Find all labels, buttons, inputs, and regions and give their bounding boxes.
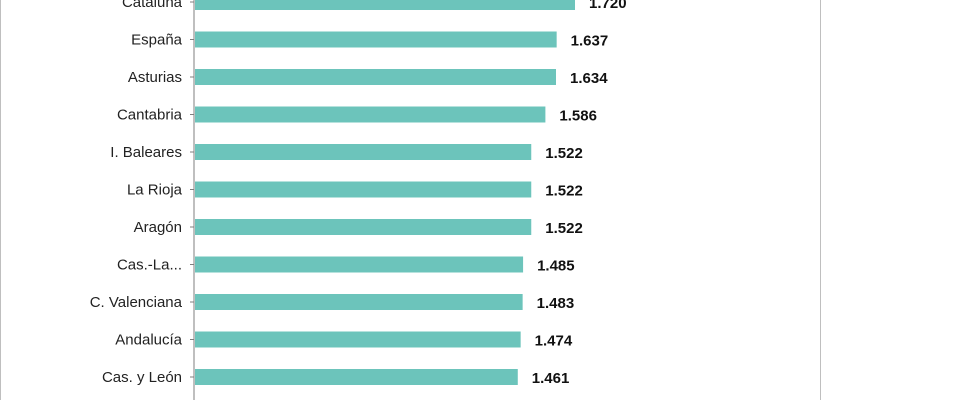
value-label: 1.483 [537, 295, 575, 312]
bar [195, 331, 521, 348]
bar [195, 144, 532, 160]
category-label: Andalucía [115, 332, 182, 349]
value-label: 1.485 [537, 258, 575, 275]
category-label: Aragón [134, 219, 182, 236]
category-label: España [131, 32, 183, 49]
bar [195, 369, 518, 385]
category-label: Cataluña [122, 0, 183, 11]
bar [195, 106, 546, 123]
bar [195, 219, 532, 235]
bar [195, 69, 556, 85]
value-label: 1.522 [545, 220, 583, 237]
bar [195, 256, 524, 273]
value-label: 1.634 [570, 70, 608, 87]
value-label: 1.586 [559, 108, 597, 125]
value-label: 1.461 [532, 370, 570, 387]
value-label: 1.522 [545, 183, 583, 200]
bar [195, 0, 575, 10]
category-label: I. Baleares [110, 144, 182, 161]
category-label: Cas.-La... [117, 257, 182, 274]
value-label: 1.474 [535, 333, 573, 350]
category-label: C. Valenciana [90, 294, 183, 311]
plot-frame [0, 0, 821, 400]
bar [195, 31, 557, 48]
category-label: Cantabria [117, 107, 183, 124]
bar [195, 181, 532, 198]
value-label: 1.720 [589, 0, 627, 12]
value-label: 1.522 [545, 145, 583, 162]
category-label: Cas. y León [102, 369, 182, 386]
value-label: 1.637 [571, 33, 609, 50]
category-label: Asturias [128, 69, 182, 86]
category-label: La Rioja [127, 182, 183, 199]
bar [195, 294, 523, 310]
